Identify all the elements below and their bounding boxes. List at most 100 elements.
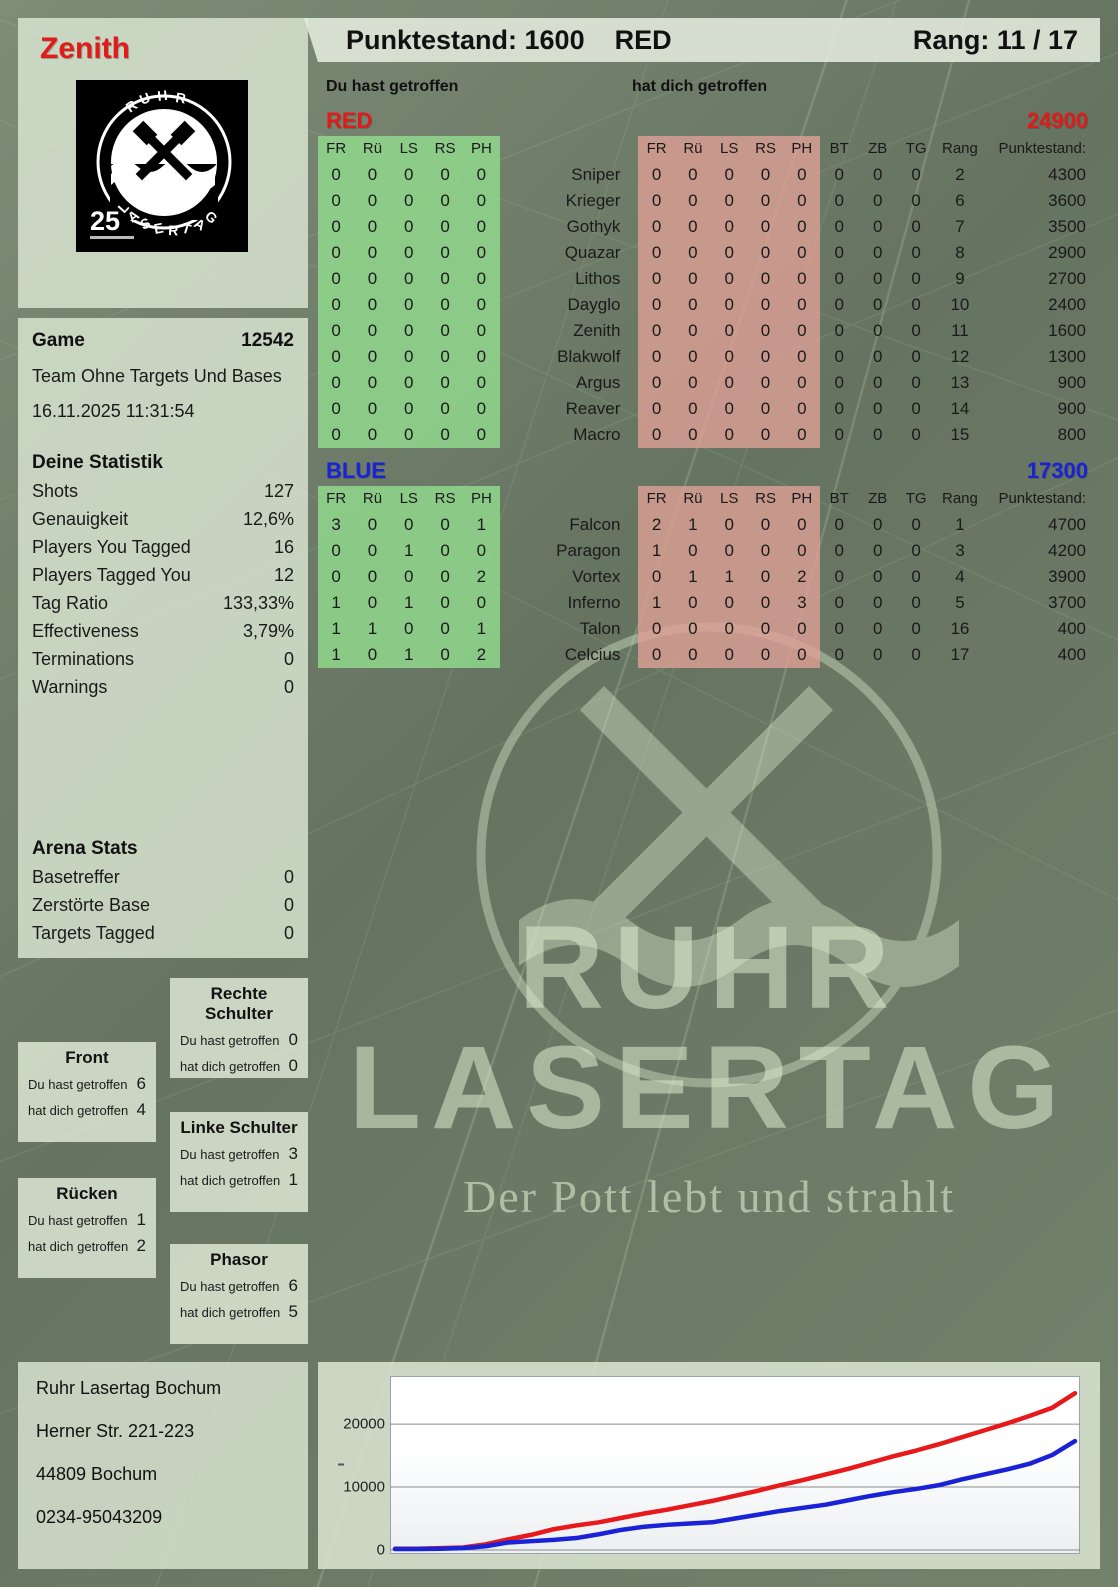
table-cell: 0: [354, 240, 391, 266]
your-stat-label: Warnings: [32, 677, 108, 697]
table-cell: 0: [711, 292, 748, 318]
table-row[interactable]: 0 0 0 0 0 Zenith 0 0 0 0 0 0 0 0 11 1600: [318, 318, 1100, 344]
table-row[interactable]: 0 0 0 0 0 Reaver 0 0 0 0 0 0 0 0 14 900: [318, 396, 1100, 422]
table-cell: 400: [1057, 619, 1086, 638]
table-header-cell: [500, 136, 639, 162]
table-cell: 0: [390, 240, 427, 266]
table-cell: 0: [674, 590, 712, 616]
hitzone-you-value: 6: [288, 1276, 298, 1295]
table-cell: 0: [747, 370, 784, 396]
table-cell: 0: [783, 616, 820, 642]
table-cell: 2400: [1048, 295, 1086, 314]
table-cell: 0: [834, 619, 844, 638]
table-cell: 0: [426, 188, 464, 214]
table-header-row: FR Rü LS RS PH FR Rü LS RS PH BT ZB TG Rang Punktestan…: [318, 486, 1100, 512]
table-row[interactable]: 0 0 0 0 0 Dayglo 0 0 0 0 0 0 0 0 10 2400: [318, 292, 1100, 318]
table-cell: 0: [426, 318, 464, 344]
table-cell: 1: [390, 642, 427, 668]
table-cell: 0: [426, 292, 464, 318]
table-cell: 0: [426, 616, 464, 642]
table-cell: 0: [711, 396, 748, 422]
your-stat-value: 0: [283, 677, 294, 697]
table-cell: 0: [911, 645, 921, 664]
hitzone-you-label: Du hast getroffen: [28, 1213, 128, 1228]
table-header-cell: Punktestand:: [998, 140, 1086, 157]
table-cell: 0: [872, 567, 883, 586]
table-row[interactable]: 0 0 0 0 0 Sniper 0 0 0 0 0 0 0 0 2 4300: [318, 162, 1100, 188]
hitzone-you-label: Du hast getroffen: [28, 1077, 128, 1092]
table-header-cell: Rü: [674, 486, 712, 512]
hitzone-title: Rücken: [56, 1184, 118, 1203]
table-row[interactable]: 1 0 1 0 2 Celcius 0 0 0 0 0 0 0 0 17 400: [318, 642, 1100, 668]
table-cell: 0: [463, 590, 500, 616]
team-total-blue: 17300: [1026, 458, 1088, 483]
score-header-bar: Punktestand: 1600 RED Rang: 11 / 17: [304, 18, 1100, 62]
table-cell: 0: [834, 373, 844, 392]
hitzone-them-value: 2: [136, 1236, 146, 1255]
table-cell: 0: [872, 645, 883, 664]
table-header-cell: RS: [747, 486, 784, 512]
table-cell: 0: [638, 214, 675, 240]
address-line: Ruhr Lasertag Bochum: [36, 1378, 222, 1398]
table-cell: 0: [318, 344, 355, 370]
table-cell: 0: [747, 642, 784, 668]
table-cell: 0: [674, 538, 712, 564]
table-cell: 8: [955, 243, 965, 262]
table-cell: 0: [834, 645, 844, 664]
table-cell: 0: [711, 162, 748, 188]
your-stat-row: Tag Ratio 133,33%: [32, 593, 294, 614]
your-stat-label: Terminations: [32, 649, 135, 669]
table-row[interactable]: 0 0 1 0 0 Paragon 1 0 0 0 0 0 0 0 3 4200: [318, 538, 1100, 564]
table-cell: 0: [390, 318, 427, 344]
address-phone: 0234-95043209: [36, 1507, 163, 1527]
table-cell: 0: [711, 538, 748, 564]
game-id: 12542: [241, 330, 294, 351]
table-cell: 3: [955, 541, 965, 560]
table-cell: 0: [638, 370, 675, 396]
table-cell: 0: [747, 616, 784, 642]
table-cell: 0: [638, 642, 675, 668]
score-progression-chart: 0 10000 20000: [318, 1362, 1100, 1569]
team-name-red: RED: [326, 108, 373, 133]
table-row[interactable]: 0 0 0 0 0 Macro 0 0 0 0 0 0 0 0 15 800: [318, 422, 1100, 448]
your-stat-row: Warnings 0: [32, 677, 294, 698]
your-stat-row: Players You Tagged 16: [32, 537, 294, 558]
table-row[interactable]: 0 0 0 0 0 Krieger 0 0 0 0 0 0 0 0 6 3600: [318, 188, 1100, 214]
table-row[interactable]: 0 0 0 0 0 Argus 0 0 0 0 0 0 0 0 13 900: [318, 370, 1100, 396]
table-cell: 0: [390, 422, 427, 448]
table-row[interactable]: 1 0 1 0 0 Inferno 1 0 0 0 3 0 0 0 5 3700: [318, 590, 1100, 616]
table-cell: 0: [318, 292, 355, 318]
table-cell: 0: [318, 240, 355, 266]
table-cell: Sniper: [571, 165, 621, 184]
table-cell: 0: [354, 512, 391, 538]
table-cell: 0: [872, 541, 883, 560]
your-stat-label: Players Tagged You: [32, 565, 191, 585]
table-header-cell: FR: [638, 136, 675, 162]
table-cell: 400: [1057, 645, 1086, 664]
table-cell: 0: [872, 295, 883, 314]
table-row[interactable]: 0 0 0 0 0 Gothyk 0 0 0 0 0 0 0 0 7 3500: [318, 214, 1100, 240]
table-cell: 0: [834, 321, 844, 340]
table-row[interactable]: 0 0 0 0 0 Quazar 0 0 0 0 0 0 0 0 8 2900: [318, 240, 1100, 266]
table-cell: 0: [674, 370, 712, 396]
table-row[interactable]: 0 0 0 0 0 Blakwolf 0 0 0 0 0 0 0 0 12 1300: [318, 344, 1100, 370]
table-row[interactable]: 1 1 0 0 1 Talon 0 0 0 0 0 0 0 0 16 400: [318, 616, 1100, 642]
table-cell: 0: [911, 243, 921, 262]
table-cell: 0: [783, 292, 820, 318]
table-row[interactable]: 3 0 0 0 1 Falcon 2 1 0 0 0 0 0 0 1 4700: [318, 512, 1100, 538]
table-header-cell: RS: [747, 136, 784, 162]
table-cell: 0: [390, 370, 427, 396]
table-cell: 0: [872, 321, 883, 340]
hitzone-front: Front Du hast getroffen 6 hat dich getrof…: [18, 1042, 156, 1142]
table-row[interactable]: 0 0 0 0 0 Lithos 0 0 0 0 0 0 0 0 9 2700: [318, 266, 1100, 292]
table-header-cell: Rü: [674, 136, 712, 162]
game-stats-panel: Game 12542 Team Ohne Targets Und Bases 1…: [18, 318, 308, 958]
svg-text:E: E: [153, 219, 165, 236]
table-header-cell: Punktestand:: [998, 490, 1086, 507]
table-cell: Macro: [573, 425, 621, 444]
table-cell: 1: [638, 538, 675, 564]
table-cell: 0: [783, 642, 820, 668]
hitzone-them-value: 0: [288, 1056, 298, 1075]
table-cell: 1: [354, 616, 391, 642]
table-row[interactable]: 0 0 0 0 2 Vortex 0 1 1 0 2 0 0 0 4 3900: [318, 564, 1100, 590]
